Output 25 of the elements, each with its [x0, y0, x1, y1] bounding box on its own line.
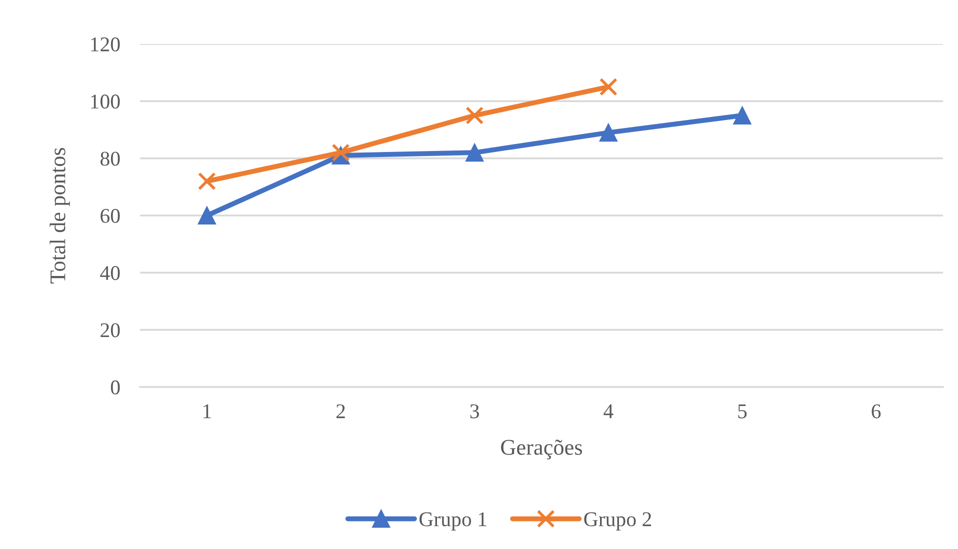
x-tick-label: 1 [204, 404, 211, 418]
x-tick-label: 5 [738, 404, 747, 418]
y-tick-label: 20 [100, 323, 120, 338]
point [198, 206, 216, 225]
x-tick-label: 3 [470, 404, 479, 418]
point [466, 106, 484, 124]
point [466, 144, 484, 162]
x-axis-title: Gerações [501, 440, 582, 460]
y-tick-label: 0 [110, 380, 120, 394]
point [599, 124, 618, 142]
y-tick-label: 80 [100, 152, 120, 166]
y-axis-title: Total de pontos [50, 148, 70, 284]
point [733, 106, 752, 124]
y-tick-label: 100 [91, 94, 120, 109]
point [599, 78, 618, 96]
x-tick-label: 2 [336, 404, 345, 418]
y-tick-label: 60 [100, 208, 120, 223]
point [198, 172, 216, 190]
x-tick-label: 4 [604, 404, 614, 418]
x-tick-label: 6 [872, 404, 881, 418]
legend-label: Grupo 2 [584, 512, 652, 531]
point [332, 144, 350, 162]
legend-label: Grupo 1 [420, 512, 486, 531]
y-tick-label: 40 [100, 266, 120, 280]
y-tick-label: 120 [91, 37, 120, 52]
